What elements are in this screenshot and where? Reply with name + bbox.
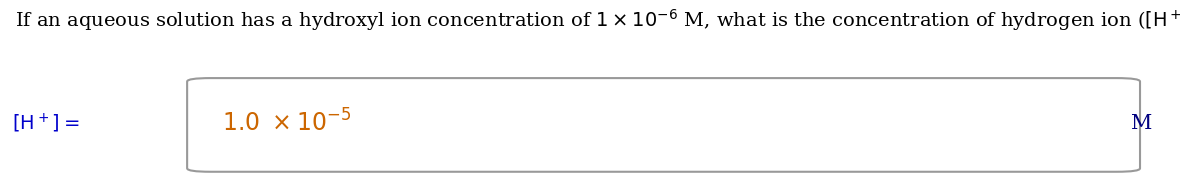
Text: $1.0 \ \times 10^{-5}$: $1.0 \ \times 10^{-5}$ [222,110,352,137]
Text: M: M [1130,114,1151,133]
Text: $[\mathrm{H}^+] =$: $[\mathrm{H}^+] =$ [12,112,79,135]
FancyBboxPatch shape [187,78,1140,172]
Text: If an aqueous solution has a hydroxyl ion concentration of $1 \times 10^{-6}$ M,: If an aqueous solution has a hydroxyl io… [15,7,1181,33]
